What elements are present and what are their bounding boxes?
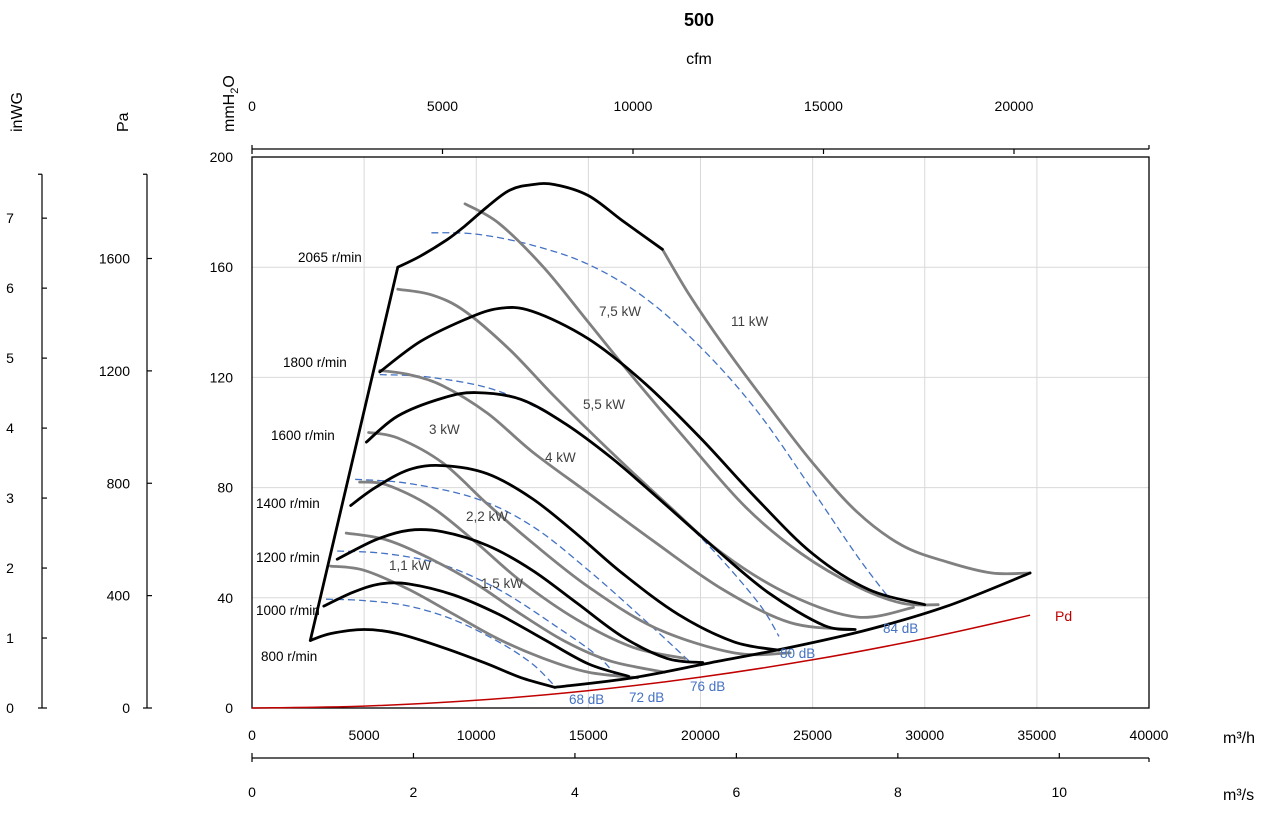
kw-label-3: 3 kW bbox=[429, 422, 460, 437]
power-curve-5 bbox=[396, 287, 915, 619]
x-tick-label-m3h: 25000 bbox=[793, 727, 832, 743]
db-label-68: 68 dB bbox=[569, 692, 604, 707]
sound-curve-2 bbox=[355, 478, 690, 662]
x-tick-label-m3h: 10000 bbox=[457, 727, 496, 743]
y-tick-label-mmh2o: 200 bbox=[210, 149, 234, 165]
x-tick-label-m3h: 15000 bbox=[569, 727, 608, 743]
x-tick-label-cfm: 0 bbox=[248, 98, 256, 114]
y-tick-label-pa: 1200 bbox=[99, 363, 130, 379]
y-tick-label-inwg: 4 bbox=[6, 420, 14, 436]
kw-label-5-5: 5,5 kW bbox=[583, 397, 625, 412]
y-tick-label-pa: 1600 bbox=[99, 251, 130, 267]
speed-curve-0 bbox=[308, 628, 557, 689]
chart-title: 500 bbox=[684, 10, 714, 30]
kw-label-7-5: 7,5 kW bbox=[599, 304, 641, 319]
x-tick-label-m3h: 40000 bbox=[1130, 727, 1169, 743]
pa-axis-label: Pa bbox=[115, 112, 132, 132]
power-curve-4 bbox=[378, 369, 855, 631]
rpm-label-800: 800 r/min bbox=[261, 649, 317, 664]
x-tick-label-m3h: 20000 bbox=[681, 727, 720, 743]
kw-label-2-2: 2,2 kW bbox=[466, 509, 508, 524]
gridlines bbox=[252, 157, 1149, 708]
y-tick-label-inwg: 1 bbox=[6, 630, 14, 646]
y-tick-label-inwg: 3 bbox=[6, 490, 14, 506]
rpm-label-1600: 1600 r/min bbox=[271, 428, 335, 443]
sound-curve-3 bbox=[379, 373, 780, 637]
y-tick-label-pa: 400 bbox=[107, 588, 131, 604]
x-tick-label-cfm: 5000 bbox=[427, 98, 458, 114]
x-tick-label-m3h: 30000 bbox=[905, 727, 944, 743]
y-tick-label-inwg: 5 bbox=[6, 350, 14, 366]
db-labels: 84 dB 80 dB 76 dB 72 dB 68 dB bbox=[569, 621, 918, 707]
plot-frame bbox=[251, 156, 1150, 709]
speed-curve-3 bbox=[349, 464, 781, 652]
power-curve-3 bbox=[367, 431, 792, 657]
y-tick-label-inwg: 0 bbox=[6, 700, 14, 716]
x-tick-label-m3h: 35000 bbox=[1017, 727, 1056, 743]
db-label-72: 72 dB bbox=[629, 690, 664, 705]
rpm-label-1200: 1200 r/min bbox=[256, 550, 320, 565]
speed-curve-6 bbox=[396, 182, 664, 269]
inwg-axis-label: inWG bbox=[9, 92, 26, 132]
y-tick-label-mmh2o: 40 bbox=[217, 590, 233, 606]
y-tick-label-mmh2o: 0 bbox=[225, 700, 233, 716]
rpm-label-2065: 2065 r/min bbox=[298, 250, 362, 265]
mmh2o-axis-label: mmH2O bbox=[221, 75, 241, 132]
speed-curve-1 bbox=[322, 581, 631, 678]
power-curve-1 bbox=[344, 531, 666, 674]
x-tick-label-cfm: 15000 bbox=[804, 98, 843, 114]
power-curve-2 bbox=[358, 480, 687, 660]
kw-label-11: 11 kW bbox=[731, 314, 769, 329]
x-tick-label-m3h: 0 bbox=[248, 727, 256, 743]
y-tick-label-mmh2o: 80 bbox=[217, 480, 233, 496]
db-label-76: 76 dB bbox=[690, 679, 725, 694]
y-tick-label-pa: 0 bbox=[122, 700, 130, 716]
db-label-84: 84 dB bbox=[883, 621, 918, 636]
speed-curve-5 bbox=[378, 306, 927, 607]
x-tick-label-m3s: 2 bbox=[410, 784, 418, 800]
y-tick-label-mmh2o: 120 bbox=[210, 369, 234, 385]
x-tick-label-m3h: 5000 bbox=[349, 727, 380, 743]
sound-curve-4 bbox=[431, 232, 890, 599]
x-tick-label-m3s: 6 bbox=[732, 784, 740, 800]
rpm-label-1400: 1400 r/min bbox=[256, 496, 320, 511]
speed-curve-4 bbox=[365, 391, 857, 631]
cfm-axis-label: cfm bbox=[686, 51, 712, 68]
db-label-80: 80 dB bbox=[780, 646, 815, 661]
speed-curve-2 bbox=[335, 528, 705, 664]
power-curve-6 bbox=[463, 202, 940, 607]
x-tick-label-cfm: 20000 bbox=[995, 98, 1034, 114]
curves bbox=[251, 182, 1032, 709]
pd-curve bbox=[251, 614, 1031, 709]
rpm-labels: 2065 r/min 1800 r/min 1600 r/min 1400 r/… bbox=[256, 250, 362, 664]
y-tick-label-pa: 800 bbox=[107, 475, 131, 491]
x-tick-label-m3s: 4 bbox=[571, 784, 579, 800]
rpm-label-1000: 1000 r/min bbox=[256, 603, 320, 618]
x-tick-label-m3s: 8 bbox=[894, 784, 902, 800]
sound-curve-0 bbox=[325, 598, 556, 687]
kw-label-1-1: 1,1 kW bbox=[389, 558, 431, 573]
x-tick-label-m3s: 10 bbox=[1052, 784, 1068, 800]
kw-label-1-5: 1,5 kW bbox=[481, 576, 523, 591]
speed-curve-8 bbox=[553, 571, 1032, 689]
axes: 0 5000 10000 15000 20000 25000 30000 35000 40000… bbox=[6, 98, 1169, 800]
pd-label: Pd bbox=[1055, 608, 1072, 624]
y-tick-label-inwg: 2 bbox=[6, 560, 14, 576]
kw-labels: 7,5 kW 11 kW 5,5 kW 3 kW 4 kW 2,2 kW 1,1… bbox=[389, 304, 769, 591]
m3s-axis-label: m³/s bbox=[1223, 787, 1254, 804]
m3h-axis-label: m³/h bbox=[1223, 730, 1255, 747]
x-tick-label-cfm: 10000 bbox=[614, 98, 653, 114]
speed-curve-7 bbox=[308, 265, 400, 642]
power-curve-7 bbox=[661, 247, 1032, 576]
y-tick-label-inwg: 6 bbox=[6, 280, 14, 296]
x-tick-label-m3s: 0 bbox=[248, 784, 256, 800]
kw-label-4: 4 kW bbox=[545, 450, 576, 465]
rpm-label-1800: 1800 r/min bbox=[283, 355, 347, 370]
power-curve-0 bbox=[329, 564, 640, 680]
y-tick-label-inwg: 7 bbox=[6, 210, 14, 226]
y-tick-label-mmh2o: 160 bbox=[210, 259, 234, 275]
